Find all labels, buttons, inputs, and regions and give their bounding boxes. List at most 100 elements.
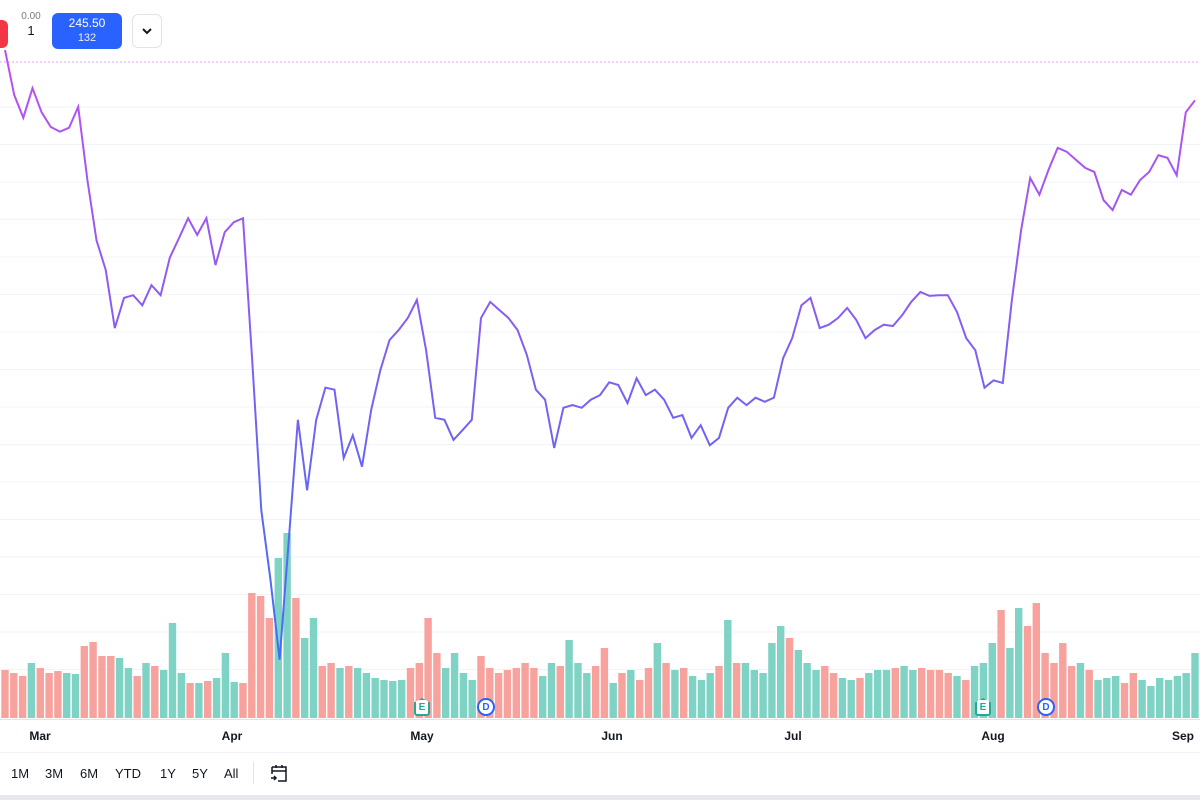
volume-bar — [107, 656, 115, 718]
range-5y[interactable]: 5Y — [192, 766, 208, 781]
volume-bar — [512, 668, 520, 718]
volume-bar — [1015, 608, 1023, 718]
range-6m[interactable]: 6M — [80, 766, 99, 781]
sell-button[interactable] — [0, 20, 8, 48]
volume-bar — [1050, 663, 1058, 718]
range-1m[interactable]: 1M — [11, 766, 30, 781]
volume-bar — [239, 683, 247, 718]
x-tick-label: Sep — [1171, 729, 1195, 743]
volume-bar — [724, 620, 732, 718]
volume-bar — [494, 673, 503, 718]
volume-bar — [565, 640, 573, 718]
volume-bar — [803, 663, 811, 718]
volume-bar — [177, 673, 185, 718]
price-chart[interactable] — [0, 0, 1200, 720]
dividend-marker[interactable]: D — [1037, 698, 1055, 716]
volume-bar — [327, 663, 335, 718]
volume-bar — [1059, 643, 1067, 718]
volume-bar — [962, 680, 970, 718]
volume-bar — [829, 673, 838, 718]
volume-bar — [856, 678, 864, 718]
volume-bar — [600, 648, 609, 718]
volume-bar — [450, 653, 459, 718]
volume-bar — [301, 638, 309, 718]
volume-bar — [459, 673, 468, 718]
volume-bar — [1191, 653, 1199, 718]
volume-bar — [380, 680, 388, 718]
volume-bar — [63, 673, 71, 718]
order-dropdown-button[interactable] — [132, 14, 162, 48]
volume-bar — [521, 663, 529, 718]
change-value: 0.00 — [21, 11, 41, 22]
volume-bar — [477, 656, 485, 718]
volume-bar — [1120, 683, 1129, 718]
calendar-goto-icon[interactable] — [268, 762, 290, 784]
volume-bar — [750, 670, 758, 718]
change-qty: 1 — [27, 23, 35, 38]
volume-bar — [909, 670, 917, 718]
volume-bar — [944, 673, 952, 718]
volume-bar — [583, 673, 591, 718]
earnings-marker[interactable]: E — [975, 698, 991, 716]
x-tick-label: May — [410, 729, 434, 743]
volume-bar — [1173, 676, 1182, 718]
volume-bar — [821, 666, 829, 718]
volume-bar — [230, 682, 238, 718]
volume-bar — [36, 668, 44, 718]
volume-bar — [415, 663, 423, 718]
volume-bar — [195, 683, 203, 718]
volume-bar — [124, 668, 133, 718]
axis-separator — [0, 719, 1200, 720]
volume-bar — [1129, 673, 1137, 718]
volume-bar — [345, 666, 353, 718]
volume-bar — [1138, 680, 1146, 718]
volume-bar — [1094, 680, 1102, 718]
volume-bar — [970, 666, 979, 718]
range-3m[interactable]: 3M — [45, 766, 64, 781]
volume-bar — [406, 668, 415, 718]
volume-bar — [256, 596, 265, 718]
volume-bar — [653, 643, 661, 718]
volume-bar — [433, 653, 441, 718]
volume-bar — [997, 610, 1005, 718]
range-ytd[interactable]: YTD — [115, 766, 141, 781]
volume-bar — [353, 668, 362, 718]
volume-bar — [591, 666, 600, 718]
volume-bar — [865, 673, 873, 718]
volume-bar — [688, 676, 697, 718]
volume-bar — [715, 666, 723, 718]
volume-bar — [1032, 603, 1040, 718]
volume-bar — [627, 670, 635, 718]
volume-bar — [759, 673, 767, 718]
change-display: 0.00 1 — [18, 10, 44, 38]
volume-bar — [785, 638, 794, 718]
volume-bar — [309, 618, 318, 718]
buy-button[interactable]: 245.50 132 — [52, 13, 122, 49]
volume-bar — [265, 618, 274, 718]
volume-bar — [882, 670, 891, 718]
volume-bar — [18, 676, 27, 718]
volume-bar — [706, 673, 714, 718]
range-1y[interactable]: 1Y — [160, 766, 176, 781]
volume-bar — [248, 593, 256, 718]
volume-bar — [80, 646, 88, 718]
volume-bar — [988, 643, 996, 718]
volume-bar — [1041, 653, 1049, 718]
volume-bar — [71, 674, 80, 718]
volume-bar — [636, 680, 644, 718]
earnings-marker[interactable]: E — [414, 698, 430, 716]
volume-bar — [221, 653, 230, 718]
volume-bar — [503, 670, 512, 718]
volume-bar — [292, 598, 300, 718]
volume-bar — [556, 666, 564, 718]
dividend-marker[interactable]: D — [477, 698, 495, 716]
volume-bar — [274, 558, 282, 718]
volume-bar — [644, 668, 653, 718]
volume-bar — [1067, 666, 1076, 718]
volume-bar — [812, 670, 820, 718]
bottom-border — [0, 795, 1200, 800]
volume-bar — [1156, 678, 1164, 718]
volume-bar — [953, 676, 961, 718]
range-all[interactable]: All — [224, 766, 239, 781]
volume-bar — [442, 668, 450, 718]
